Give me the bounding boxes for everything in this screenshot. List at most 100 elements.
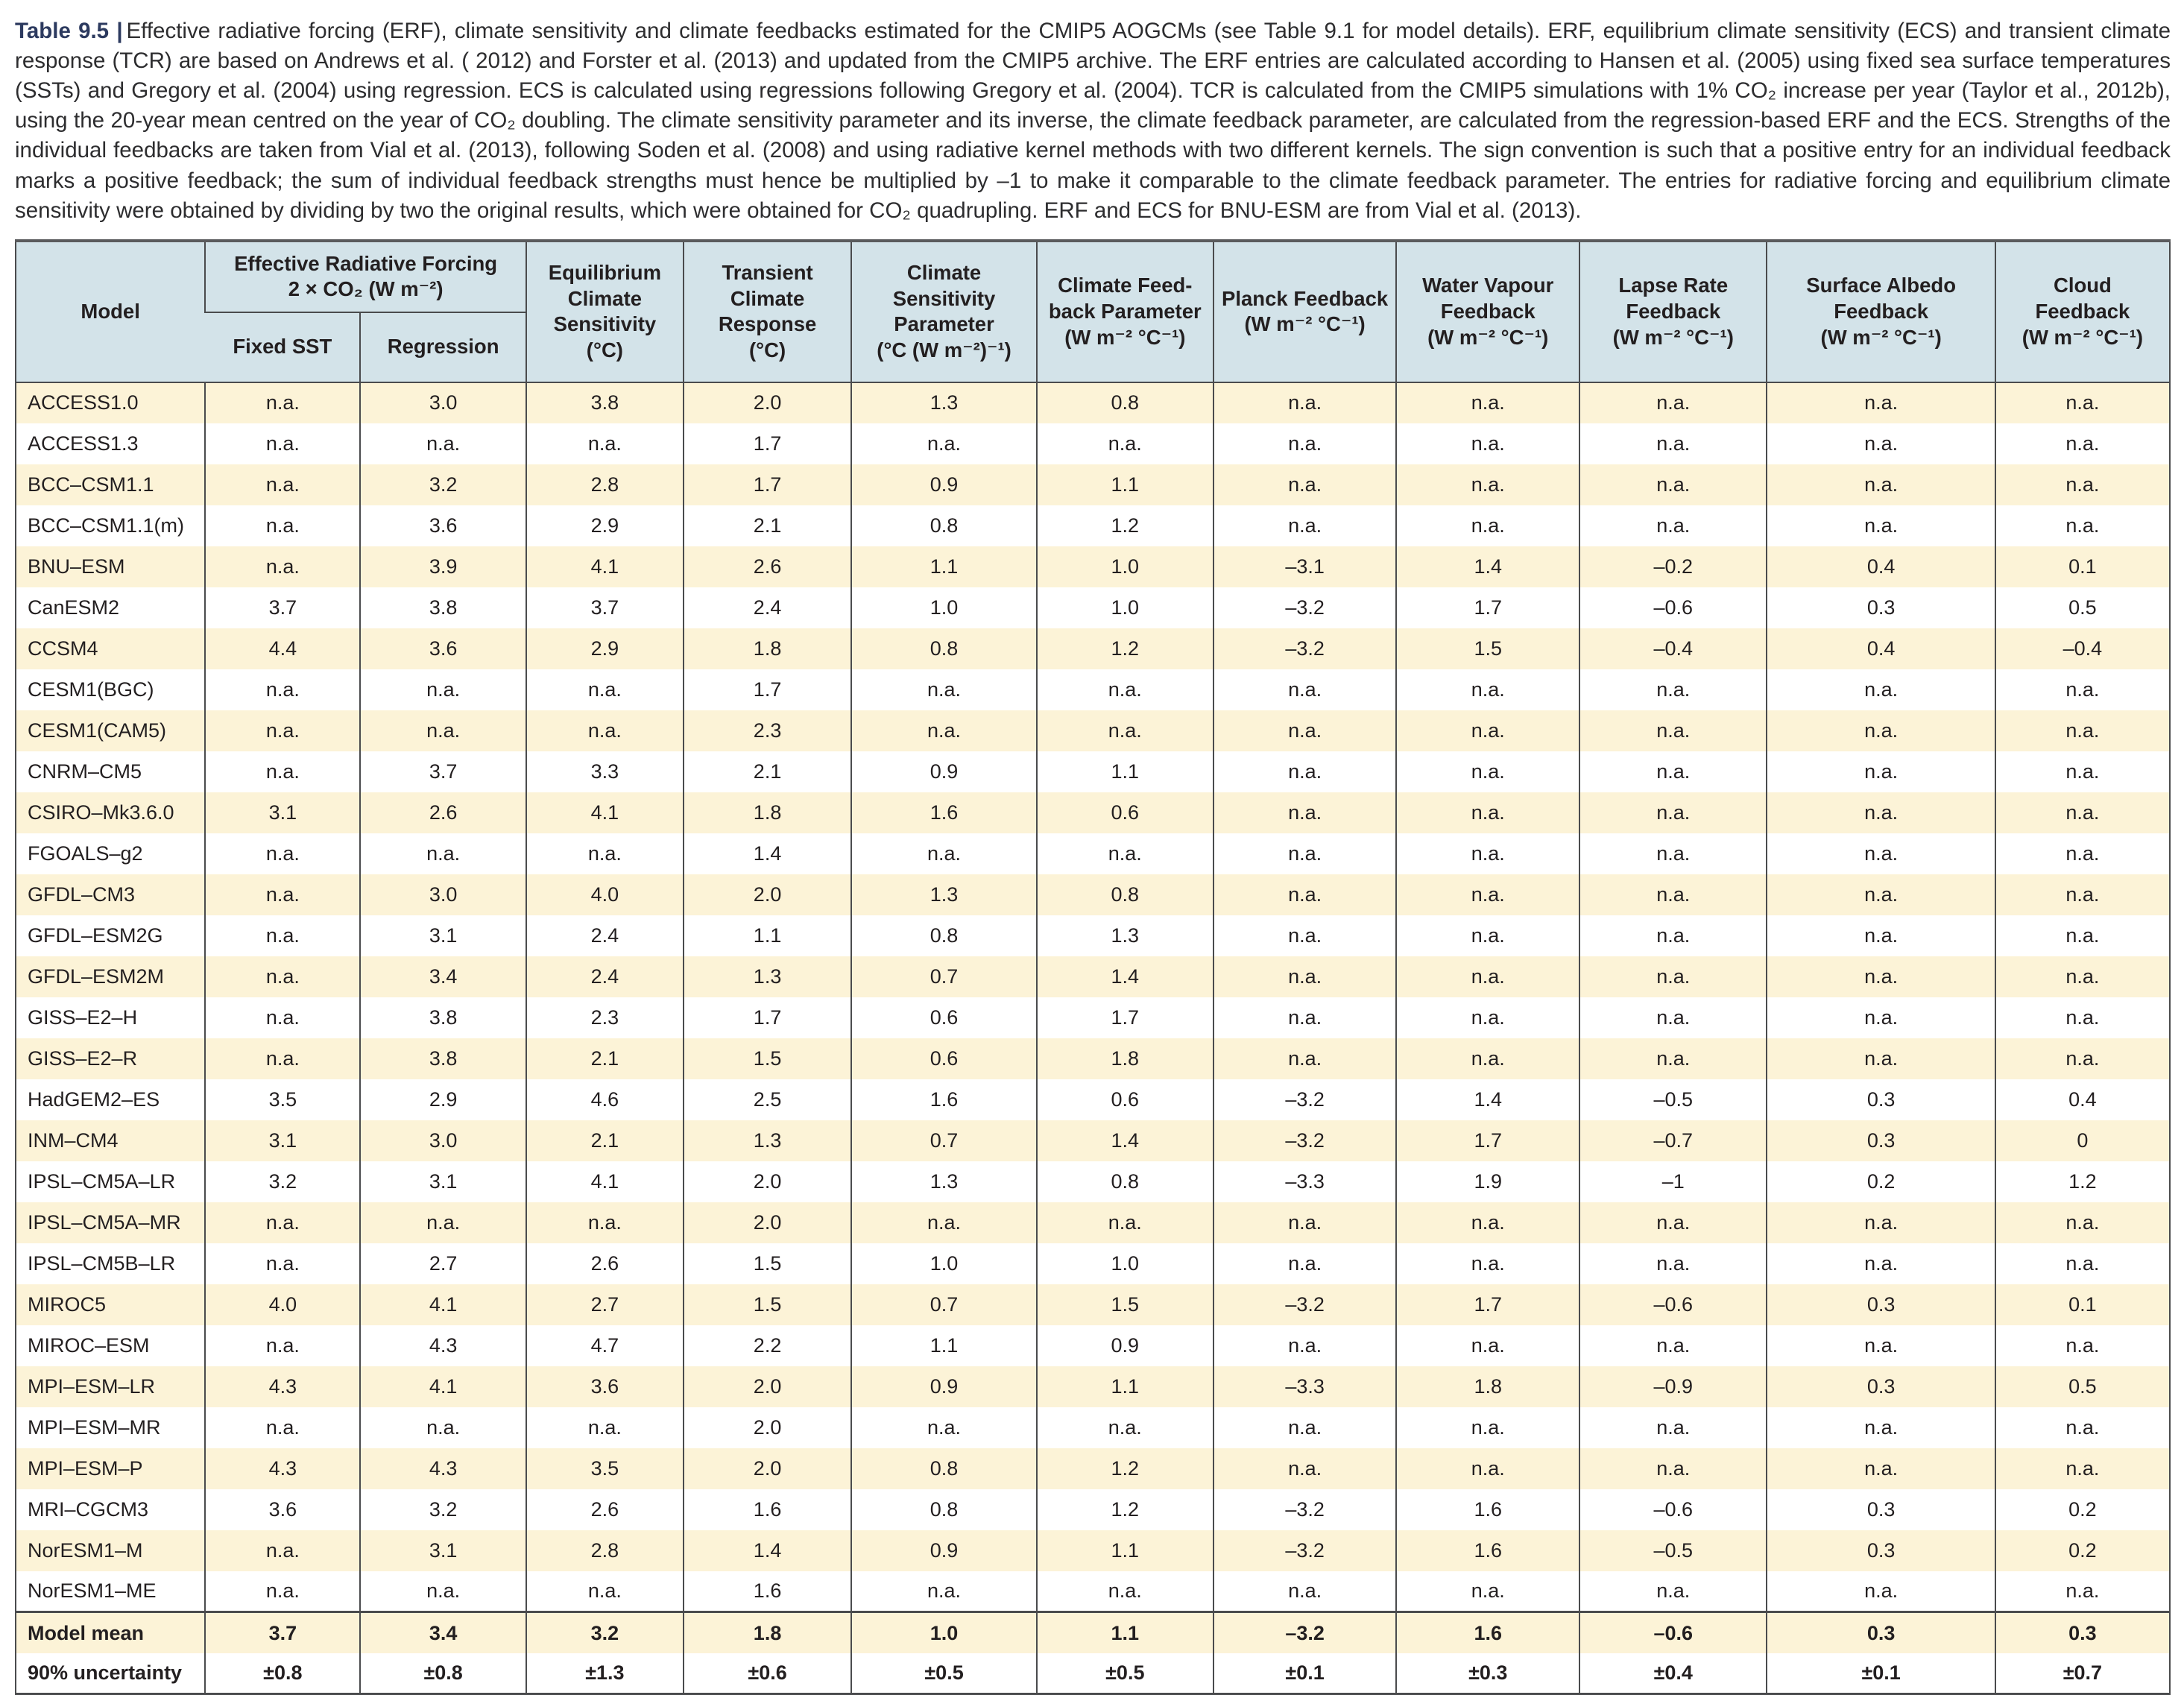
cell-surface-albedo: n.a. xyxy=(1766,1407,1995,1448)
cell-fixed-sst: n.a. xyxy=(204,915,361,956)
cell-cloud: n.a. xyxy=(1994,751,2170,792)
cell-ecs: 2.8 xyxy=(525,464,684,505)
model-name: CCSM4 xyxy=(28,637,98,660)
col-header-fixed-sst: Fixed SST xyxy=(205,312,361,382)
cell-lapse-rate: –0.5 xyxy=(1579,1530,1767,1571)
cell-fixed-sst: n.a. xyxy=(204,464,361,505)
cell-ecs: 4.1 xyxy=(525,792,684,833)
cell-surface-albedo: n.a. xyxy=(1766,464,1995,505)
col-header-model: Model xyxy=(16,240,206,382)
table-header: Model Effective Radiative Forcing 2 × CO… xyxy=(16,240,2170,382)
cell-fixed-sst: n.a. xyxy=(204,382,361,423)
cell-planck: n.a. xyxy=(1212,669,1397,710)
cell-tcr: 2.1 xyxy=(682,751,852,792)
cell-cloud: n.a. xyxy=(1994,997,2170,1038)
cell-surface-albedo: n.a. xyxy=(1766,1325,1995,1366)
cell-ecs: 2.9 xyxy=(525,628,684,669)
cell-regression: 3.9 xyxy=(359,546,526,587)
summary-row: 90% uncertainty ±0.8 ±0.8 ±1.3 ±0.6 ±0.5 ±0.5 ±… xyxy=(16,1653,2170,1694)
cell-cfp: 1.1 xyxy=(1035,464,1213,505)
cell-cfp: 1.2 xyxy=(1035,1448,1213,1489)
col-header-water-vapour-feedback: Water Vapour Feedback (W m⁻² °C⁻¹) xyxy=(1395,240,1580,382)
cell-regression: n.a. xyxy=(359,1571,526,1612)
cell-cloud: ±0.7 xyxy=(1994,1653,2170,1694)
table-row: MIROC–ESM n.a. 4.3 4.7 2.2 1.1 0.9 n.a. n.a. n.a.… xyxy=(16,1325,2170,1366)
header-label: Climate Sensitivity Parameter xyxy=(892,260,996,336)
cell-cloud: n.a. xyxy=(1994,956,2170,997)
cell-ecs: 2.1 xyxy=(525,1038,684,1079)
cell-csp: 0.7 xyxy=(850,956,1037,997)
cell-ecs: 2.6 xyxy=(525,1489,684,1530)
cell-cloud: n.a. xyxy=(1994,1325,2170,1366)
cell-ecs: 2.7 xyxy=(525,1284,684,1325)
cell-surface-albedo: n.a. xyxy=(1766,956,1995,997)
col-header-regression: Regression xyxy=(359,312,526,382)
header-label: Planck Feedback xyxy=(1222,286,1389,310)
table-row: IPSL–CM5A–MR n.a. n.a. n.a. 2.0 n.a. n.a. n.a. n… xyxy=(16,1202,2170,1243)
cell-ecs: 3.5 xyxy=(525,1448,684,1489)
cell-cloud: 0 xyxy=(1994,1120,2170,1161)
model-name: ACCESS1.3 xyxy=(28,432,139,455)
model-name: BCC–CSM1.1 xyxy=(28,473,154,496)
table-row: MPI–ESM–MR n.a. n.a. n.a. 2.0 n.a. n.a. n.a. n.a… xyxy=(16,1407,2170,1448)
table-row: GISS–E2–R n.a. 3.8 2.1 1.5 0.6 1.8 n.a. n.a. n.a.… xyxy=(16,1038,2170,1079)
cell-cfp: 0.8 xyxy=(1035,382,1213,423)
cell-planck: n.a. xyxy=(1212,997,1397,1038)
cell-planck: n.a. xyxy=(1212,874,1397,915)
header-unit: (°C) xyxy=(586,338,623,362)
cell-cfp: n.a. xyxy=(1035,710,1213,751)
cell-cfp: 0.8 xyxy=(1035,1161,1213,1202)
model-name: IPSL–CM5A–LR xyxy=(28,1170,176,1193)
cell-fixed-sst: n.a. xyxy=(204,423,361,464)
cell-tcr: 1.5 xyxy=(682,1284,852,1325)
cell-regression: n.a. xyxy=(359,669,526,710)
cell-water-vapour: 1.6 xyxy=(1395,1530,1580,1571)
cell-ecs: 4.1 xyxy=(525,1161,684,1202)
cell-planck: n.a. xyxy=(1212,751,1397,792)
cell-csp: 0.8 xyxy=(850,505,1037,546)
cell-csp: 0.9 xyxy=(850,464,1037,505)
cell-tcr: 2.0 xyxy=(682,1407,852,1448)
cell-surface-albedo: 0.3 xyxy=(1766,1611,1995,1653)
cell-fixed-sst: 3.7 xyxy=(204,1611,361,1653)
cell-ecs: ±1.3 xyxy=(525,1653,684,1694)
cell-planck: –3.2 xyxy=(1212,587,1397,628)
model-name: CSIRO–Mk3.6.0 xyxy=(28,801,174,824)
cell-surface-albedo: 0.3 xyxy=(1766,1120,1995,1161)
cell-water-vapour: 1.7 xyxy=(1395,1120,1580,1161)
model-name: INM–CM4 xyxy=(28,1129,119,1152)
cell-cfp: 1.3 xyxy=(1035,915,1213,956)
cell-surface-albedo: n.a. xyxy=(1766,1448,1995,1489)
cell-regression: 3.0 xyxy=(359,382,526,423)
cell-cloud: 0.1 xyxy=(1994,1284,2170,1325)
cell-surface-albedo: 0.3 xyxy=(1766,1366,1995,1407)
cell-cloud: n.a. xyxy=(1994,464,2170,505)
cell-cloud: n.a. xyxy=(1994,1571,2170,1612)
table-row: BCC–CSM1.1(m) n.a. 3.6 2.9 2.1 0.8 1.2 n.a. n.a.… xyxy=(16,505,2170,546)
cell-tcr: 2.0 xyxy=(682,382,852,423)
cell-lapse-rate: n.a. xyxy=(1579,423,1767,464)
cell-cloud: n.a. xyxy=(1994,874,2170,915)
cell-fixed-sst: 4.3 xyxy=(204,1448,361,1489)
header-unit: (°C) xyxy=(748,338,786,362)
cell-regression: 3.8 xyxy=(359,997,526,1038)
cell-csp: 0.9 xyxy=(850,751,1037,792)
cell-csp: 1.3 xyxy=(850,874,1037,915)
cell-cfp: 0.6 xyxy=(1035,1079,1213,1120)
model-name: MPI–ESM–MR xyxy=(28,1415,161,1439)
cell-fixed-sst: n.a. xyxy=(204,1243,361,1284)
cell-lapse-rate: n.a. xyxy=(1579,956,1767,997)
cell-surface-albedo: n.a. xyxy=(1766,1038,1995,1079)
cell-surface-albedo: n.a. xyxy=(1766,915,1995,956)
col-header-tcr: Transient Climate Response (°C) xyxy=(682,240,852,382)
model-name: BCC–CSM1.1(m) xyxy=(28,514,185,537)
cell-cfp: 1.2 xyxy=(1035,628,1213,669)
data-table: Model Effective Radiative Forcing 2 × CO… xyxy=(15,239,2171,1695)
cell-tcr: 2.4 xyxy=(682,587,852,628)
table-row: NorESM1–ME n.a. n.a. n.a. 1.6 n.a. n.a. n.a. n.a… xyxy=(16,1571,2170,1612)
cell-fixed-sst: n.a. xyxy=(204,1407,361,1448)
cell-water-vapour: n.a. xyxy=(1395,1202,1580,1243)
cell-csp: 1.1 xyxy=(850,546,1037,587)
cell-fixed-sst: 3.2 xyxy=(204,1161,361,1202)
cell-cloud: –0.4 xyxy=(1994,628,2170,669)
